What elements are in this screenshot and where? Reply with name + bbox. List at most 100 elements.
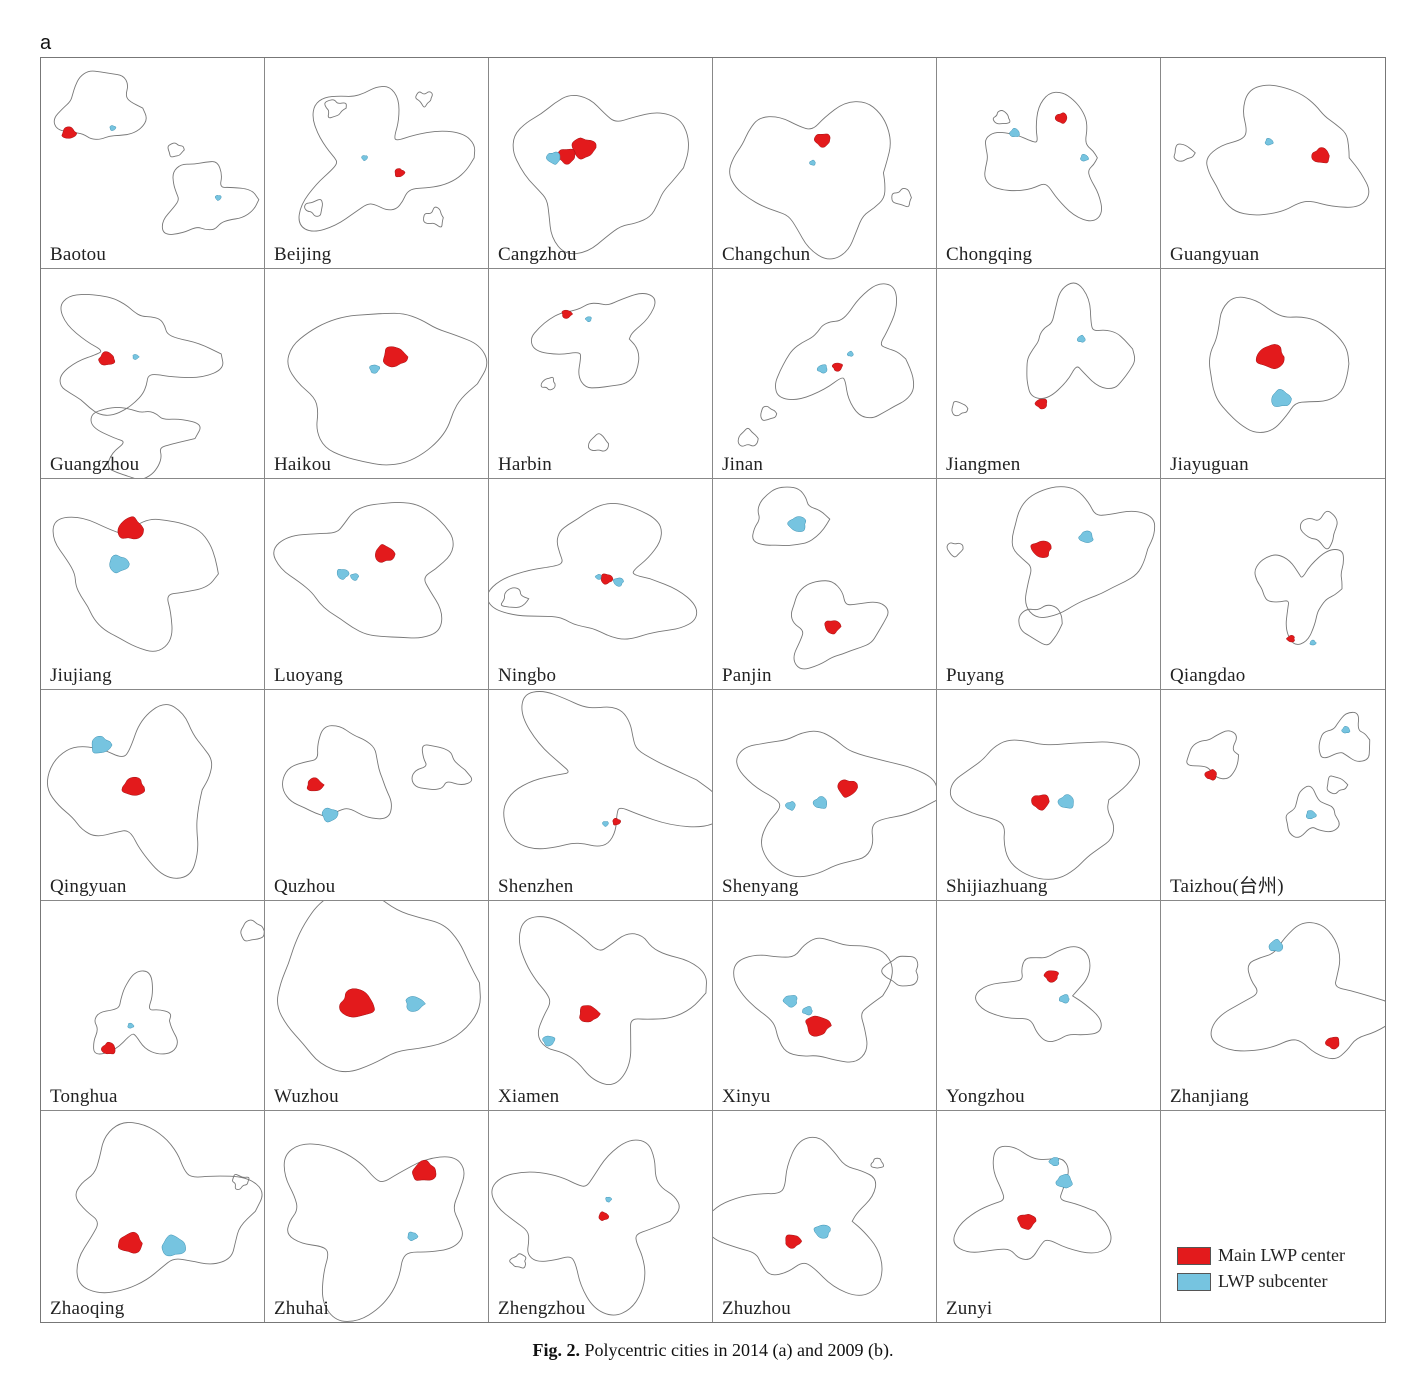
urban-outline: [93, 970, 178, 1055]
urban-outline: [1026, 282, 1136, 399]
main-center-swatch: [1177, 1246, 1211, 1265]
city-map: [518, 915, 707, 1085]
city-map: [1186, 711, 1371, 838]
city-name: Changchun: [722, 243, 811, 265]
main-center: [101, 1041, 116, 1054]
urban-outline: [949, 739, 1140, 880]
urban-outline: [540, 376, 556, 390]
city-map: [75, 1122, 263, 1294]
main-center: [375, 544, 396, 564]
city-cell: Quzhou: [265, 690, 489, 901]
city-name: Panjin: [722, 665, 772, 686]
subcenter: [542, 1035, 556, 1047]
subcenter: [405, 995, 426, 1012]
main-center: [121, 776, 145, 796]
subcenter: [612, 577, 624, 587]
city-name: Zhengzhou: [498, 1298, 586, 1319]
urban-outline: [737, 427, 759, 447]
city-map: [975, 945, 1102, 1042]
city-cell: Harbin: [489, 268, 713, 480]
urban-outline: [240, 919, 264, 942]
city-cell: Changchun: [713, 58, 937, 269]
city-cell: Tonghua: [41, 900, 265, 1112]
urban-outline: [53, 70, 147, 140]
figure-caption: Fig. 2. Polycentric cities in 2014 (a) a…: [0, 1340, 1426, 1361]
subcenter: [602, 821, 609, 827]
urban-outline: [775, 283, 915, 418]
city-map: [1173, 84, 1370, 216]
city-cell: Luoyang: [265, 479, 489, 690]
urban-outline: [975, 945, 1102, 1042]
subcenter: [1264, 138, 1274, 146]
main-center: [394, 168, 406, 178]
urban-outline: [500, 587, 530, 609]
subcenter: [1009, 128, 1020, 137]
city-cell: Taizhou(台州): [1161, 690, 1385, 901]
city-map: [491, 1139, 680, 1316]
subcenter: [161, 1234, 186, 1257]
city-cell: Xinyu: [713, 900, 937, 1112]
city-cell: Panjin: [713, 479, 937, 690]
city-name: Jiujiang: [50, 665, 112, 686]
city-map: [287, 312, 488, 466]
urban-outline: [1254, 549, 1344, 646]
main-center: [600, 573, 614, 585]
city-cell: Jiangmen: [937, 268, 1161, 480]
urban-outline: [415, 91, 433, 108]
subcenter: [1305, 810, 1317, 820]
urban-outline: [167, 142, 185, 158]
city-map: [733, 937, 919, 1063]
subcenter: [813, 1225, 831, 1239]
subcenter: [1077, 334, 1086, 343]
city-cell: Ningbo: [489, 479, 713, 690]
urban-outline: [161, 161, 260, 235]
city-cell: Beijing: [265, 58, 489, 269]
subcenter: [321, 807, 339, 823]
city-map: [282, 725, 473, 823]
urban-outline: [46, 704, 213, 879]
main-center: [831, 362, 843, 372]
urban-outline: [518, 915, 707, 1085]
city-name: Haikou: [274, 454, 332, 476]
city-cell: Guangyuan: [1161, 58, 1385, 269]
urban-outline: [984, 91, 1103, 222]
main-center: [813, 133, 831, 148]
subcenter: [361, 155, 368, 161]
urban-outline: [752, 486, 831, 547]
city-name: Jiangmen: [946, 454, 1021, 476]
city-map: [737, 283, 915, 447]
city-map: [512, 94, 689, 255]
city-name: Baotou: [50, 243, 107, 265]
urban-outline: [1011, 486, 1156, 619]
city-map: [951, 282, 1136, 416]
main-center: [824, 620, 842, 635]
city-cell: Baotou: [41, 58, 265, 269]
city-name: Jiayuguan: [1170, 454, 1249, 476]
urban-outline: [713, 1137, 883, 1297]
main-center: [412, 1160, 437, 1182]
main-center: [805, 1015, 832, 1037]
urban-outline: [1326, 775, 1349, 795]
city-name: Xinyu: [722, 1086, 771, 1108]
main-center: [1054, 112, 1068, 124]
panel-letter: a: [40, 32, 52, 54]
subcenter: [584, 316, 592, 322]
city-cell: Jiayuguan: [1161, 269, 1385, 480]
city-map: [736, 730, 936, 878]
urban-outline: [891, 187, 912, 208]
city-map: [949, 739, 1140, 880]
subcenter: [1055, 1174, 1073, 1189]
city-cell: Zhuhai: [265, 1111, 489, 1322]
subcenter: [546, 151, 561, 165]
city-name: Chongqing: [946, 243, 1033, 265]
subcenter: [847, 350, 854, 357]
urban-outline: [1210, 921, 1385, 1059]
caption-text: Polycentric cities in 2014 (a) and 2009 …: [580, 1340, 894, 1360]
city-name: Shenzhen: [498, 875, 574, 897]
city-name: Harbin: [498, 454, 552, 476]
city-name: Qingyuan: [50, 875, 127, 897]
legend-main: Main LWP center: [1177, 1245, 1345, 1266]
main-center: [598, 1211, 610, 1222]
subcenter: [594, 574, 602, 580]
city-cell: Zhaoqing: [41, 1111, 265, 1322]
